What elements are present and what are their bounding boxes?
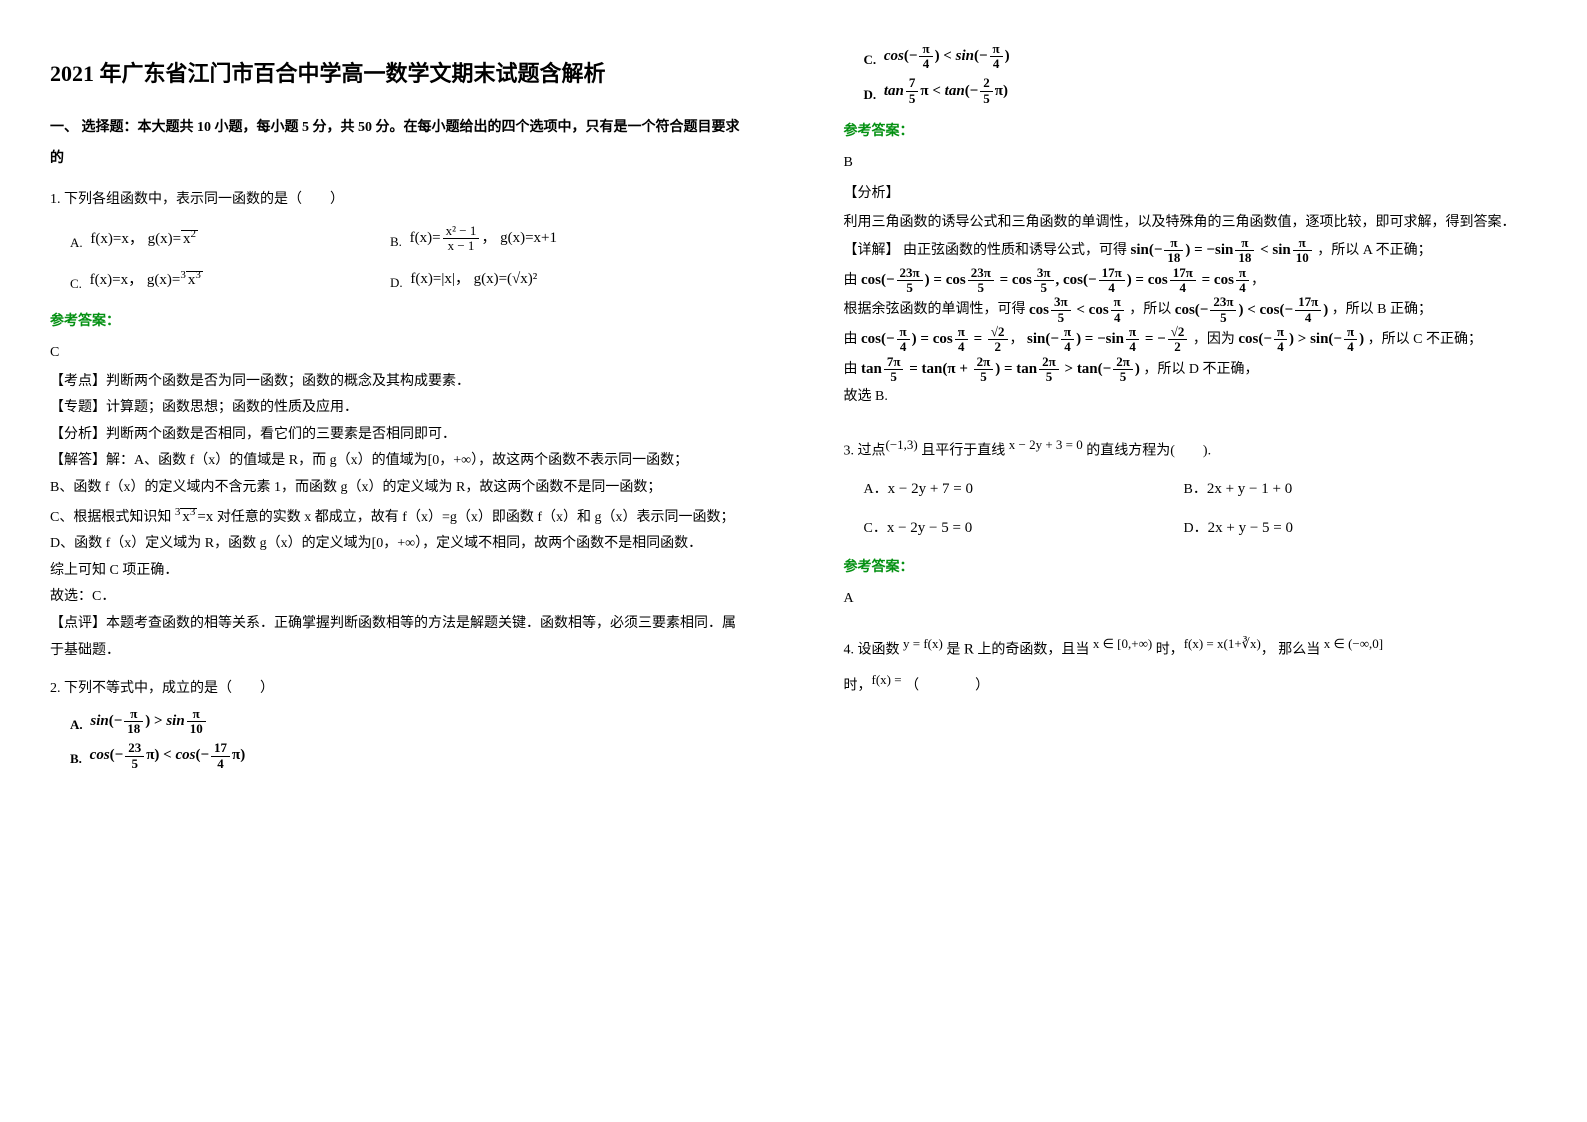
q3-optD: D．2x + y − 5 = 0 bbox=[1184, 512, 1444, 545]
q1-fenxi: 【分析】判断两个函数是否相同，看它们的三要素是否相同即可． bbox=[50, 422, 744, 449]
q2-final: 故选 B. bbox=[844, 384, 1538, 411]
q1-zhuanti: 【专题】计算题；函数思想；函数的性质及应用． bbox=[50, 395, 744, 422]
q2-stem: 2. 下列不等式中，成立的是（ ） bbox=[50, 674, 744, 705]
q1-kaodian: 【考点】判断两个函数是否为同一函数；函数的概念及其构成要素． bbox=[50, 369, 744, 396]
q1-dianping: 【点评】本题考查函数的相等关系．正确掌握判断函数相等的方法是解题关键．函数相等，… bbox=[50, 611, 744, 664]
q1-optD: D. f(x)=|x|， g(x)=(√x)² bbox=[390, 263, 650, 299]
title: 2021 年广东省江门市百合中学高一数学文期末试题含解析 bbox=[50, 50, 744, 98]
q2-fenxi: 利用三角函数的诱导公式和三角函数的单调性，以及特殊角的三角函数值，逐项比较，即可… bbox=[844, 210, 1538, 237]
q4-stem: 4. 设函数 y = f(x) 是 R 上的奇函数，且当 x ∈ [0,+∞) … bbox=[844, 630, 1538, 667]
q1-end2: 故选：C． bbox=[50, 584, 744, 611]
page: 2021 年广东省江门市百合中学高一数学文期末试题含解析 一、 选择题：本大题共… bbox=[0, 0, 1587, 1122]
q3-row1: A．x − 2y + 7 = 0 B．2x + y − 1 + 0 bbox=[864, 473, 1538, 506]
right-column: C. cos(−π4) < sin(−π4) D. tan75π < tan(−… bbox=[794, 0, 1587, 1122]
q1-jieda-d: D、函数 f（x）定义域为 R，函数 g（x）的定义域为[0，+∞），定义域不相… bbox=[50, 531, 744, 558]
q3-ans: A bbox=[844, 584, 1538, 615]
q4-stem-2: 时，f(x) = （ ） bbox=[844, 666, 1538, 702]
q2-xj5: 由 tan7π5 = tan(π + 2π5) = tan2π5 > tan(−… bbox=[844, 355, 1538, 385]
q1-optC: C. f(x)=x， g(x)=3x3 bbox=[70, 263, 330, 299]
q2-xj1: 【详解】 由正弦函数的性质和诱导公式，可得 sin(−π18) = −sinπ1… bbox=[844, 236, 1538, 266]
q1-jieda-a: 【解答】解：A、函数 f（x）的值域是 R，而 g（x）的值域为[0，+∞），故… bbox=[50, 448, 744, 475]
q3-optB: B．2x + y − 1 + 0 bbox=[1184, 473, 1444, 506]
q2-xj2: 由 cos(−23π5) = cos23π5 = cos3π5, cos(−17… bbox=[844, 266, 1538, 296]
q2-xj3: 根据余弦函数的单调性，可得 cos3π5 < cosπ4 ，所以 cos(−23… bbox=[844, 295, 1538, 325]
q1-stem: 1. 下列各组函数中，表示同一函数的是（ ） bbox=[50, 185, 744, 216]
q2-ans: B bbox=[844, 148, 1538, 179]
q1-optB: B. f(x)=x² − 1x − 1， g(x)=x+1 bbox=[390, 222, 650, 258]
q1-ans: C bbox=[50, 338, 744, 369]
q1-end1: 综上可知 C 项正确． bbox=[50, 558, 744, 585]
q3-stem: 3. 过点(−1,3) 且平行于直线 x − 2y + 3 = 0 的直线方程为… bbox=[844, 431, 1538, 467]
q1-jieda-c: C、根据根式知识知 3x3=x 对任意的实数 x 都成立，故有 f（x）=g（x… bbox=[50, 502, 744, 532]
q2-xj4: 由 cos(−π4) = cosπ4 = √22， sin(−π4) = −si… bbox=[844, 325, 1538, 355]
q2-optC: C. cos(−π4) < sin(−π4) bbox=[864, 40, 1538, 75]
q2-optA: A. sin(−π18) > sinπ10 bbox=[70, 705, 744, 740]
instructions: 一、 选择题：本大题共 10 小题，每小题 5 分，共 50 分。在每小题给出的… bbox=[50, 113, 744, 175]
q1-optA: A. f(x)=x， g(x)=x2 bbox=[70, 222, 330, 258]
q2-fenxi-label: 【分析】 bbox=[844, 179, 1538, 210]
q2-ans-label: 参考答案： bbox=[844, 117, 1538, 148]
q2-optB: B. cos(−235π) < cos(−174π) bbox=[70, 739, 744, 774]
q3-ans-label: 参考答案： bbox=[844, 553, 1538, 584]
q1-jieda-b: B、函数 f（x）的定义域内不含元素 1，而函数 g（x）的定义域为 R，故这两… bbox=[50, 475, 744, 502]
left-column: 2021 年广东省江门市百合中学高一数学文期末试题含解析 一、 选择题：本大题共… bbox=[0, 0, 794, 1122]
q1-row1: A. f(x)=x， g(x)=x2 B. f(x)=x² − 1x − 1， … bbox=[70, 222, 744, 258]
q1-ans-label: 参考答案： bbox=[50, 307, 744, 338]
q1-row2: C. f(x)=x， g(x)=3x3 D. f(x)=|x|， g(x)=(√… bbox=[70, 263, 744, 299]
q3-row2: C．x − 2y − 5 = 0 D．2x + y − 5 = 0 bbox=[864, 512, 1538, 545]
q3-optA: A．x − 2y + 7 = 0 bbox=[864, 473, 1124, 506]
q3-optC: C．x − 2y − 5 = 0 bbox=[864, 512, 1124, 545]
q2-optD: D. tan75π < tan(−25π) bbox=[864, 75, 1538, 110]
